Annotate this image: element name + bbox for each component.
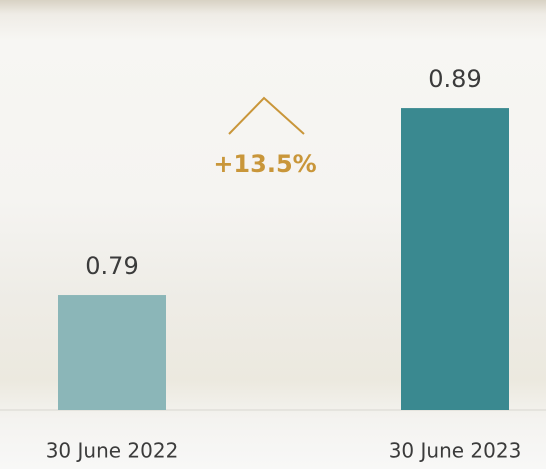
x-tick-label: 30 June 2023 [389,439,522,463]
bar [401,108,509,410]
increase-chevron [229,98,304,134]
change-annotation: +13.5% [213,150,316,178]
value-label: 0.79 [85,252,138,280]
value-label: 0.89 [428,65,481,93]
bar [58,295,166,410]
chart: +13.5% 0.79 30 June 2022 0.89 30 June 2023 [0,0,546,469]
x-tick-label: 30 June 2022 [46,439,179,463]
slide: +13.5% 0.79 30 June 2022 0.89 30 June 2023 [0,0,546,469]
